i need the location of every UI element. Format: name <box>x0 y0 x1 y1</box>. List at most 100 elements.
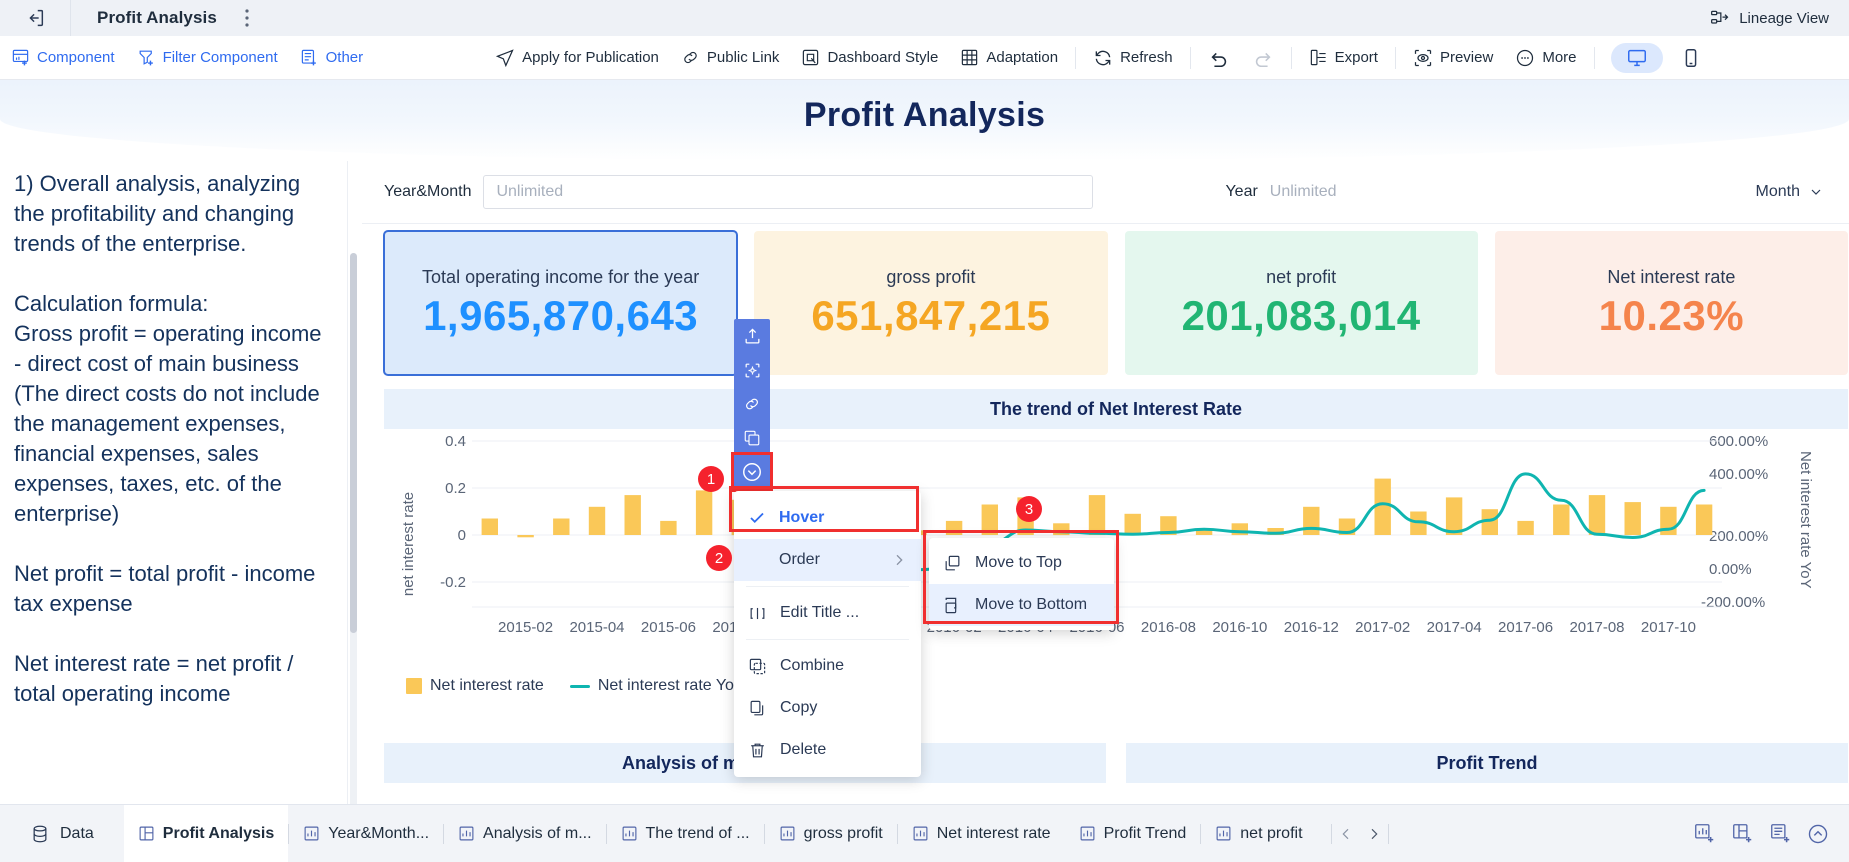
data-panel-button[interactable]: Data <box>0 805 124 862</box>
menu-item-move-to-bottom[interactable]: Move to Bottom <box>929 584 1114 626</box>
sheet-tab-gross-profit[interactable]: gross profit <box>765 805 897 862</box>
back-button[interactable] <box>0 0 70 36</box>
sheet-next-button[interactable] <box>1360 819 1388 849</box>
note-paragraph-2: Calculation formula: Gross profit = oper… <box>14 291 322 526</box>
dashboard-style-button[interactable]: Dashboard Style <box>790 36 949 80</box>
sheet-tab-profit-analysis[interactable]: Profit Analysis <box>123 804 289 862</box>
add-filter-icon <box>137 48 156 67</box>
other-button[interactable]: Other <box>289 36 375 80</box>
menu-item-hover[interactable]: Hover <box>734 497 921 539</box>
vertical-scrollbar[interactable] <box>350 253 357 862</box>
sheet-tab-divider <box>763 823 765 844</box>
legend-swatch-line <box>569 684 590 688</box>
publish-icon[interactable] <box>734 319 770 353</box>
kpi-card-net-profit[interactable]: net profit 201,083,014 <box>1124 231 1478 375</box>
kpi-label: Net interest rate <box>1607 266 1736 287</box>
chart-icon <box>458 825 475 842</box>
chevron-down-circle-icon[interactable] <box>731 452 773 492</box>
step-badge-1: 1 <box>698 466 724 492</box>
menu-item-combine[interactable]: Combine <box>734 645 921 687</box>
link-icon[interactable] <box>734 387 770 421</box>
style-icon <box>801 48 820 67</box>
legend-swatch-bar <box>406 678 422 694</box>
year-filter-input[interactable]: Unlimited <box>1269 175 1349 209</box>
sheet-tab-the-trend-of[interactable]: The trend of ... <box>607 805 764 862</box>
sheet-tab-profit-trend[interactable]: Profit Trend <box>1065 805 1201 862</box>
desktop-view-button[interactable] <box>1610 42 1663 73</box>
dashboard-title: Profit Analysis <box>803 96 1046 134</box>
more-button[interactable]: More <box>1504 36 1587 80</box>
undo-button[interactable] <box>1197 36 1241 80</box>
lineage-view-label: Lineage View <box>1739 9 1829 27</box>
menu-item-order[interactable]: Order <box>734 539 921 581</box>
sheet-tab-label: gross profit <box>803 824 883 842</box>
menu-item-label: Hover <box>779 509 825 526</box>
redo-button[interactable] <box>1241 36 1285 80</box>
legend-item-bar[interactable]: Net interest rate <box>406 677 544 695</box>
filter-bar: Year&Month Unlimited Year Unlimited Mont… <box>362 161 1849 224</box>
public-link-button[interactable]: Public Link <box>670 36 791 80</box>
kpi-card-net-interest-rate[interactable]: Net interest rate 10.23% <box>1494 231 1848 375</box>
preview-label: Preview <box>1439 49 1494 66</box>
lineage-view-button[interactable]: Lineage View <box>1710 8 1849 28</box>
sheet-tab-net-profit[interactable]: net profit <box>1201 805 1316 862</box>
sheet-tab-analysis-of-main[interactable]: Analysis of m... <box>444 805 605 862</box>
add-report-icon[interactable] <box>1763 817 1797 851</box>
component-action-strip <box>731 319 773 492</box>
year-month-filter-input[interactable]: Unlimited <box>483 175 1094 209</box>
more-label: More <box>1542 49 1577 66</box>
kpi-card-gross-profit[interactable]: gross profit 651,847,215 <box>754 231 1108 375</box>
menu-item-delete[interactable]: Delete <box>734 729 921 771</box>
menu-item-copy[interactable]: Copy <box>734 687 921 729</box>
adaptation-button[interactable]: Adaptation <box>949 36 1069 80</box>
toolbar-divider-2 <box>1189 46 1191 69</box>
legend-item-line[interactable]: Net interest rate YoY <box>569 677 745 695</box>
year-filter-label: Year <box>1225 183 1258 200</box>
chevron-right-icon <box>891 552 907 568</box>
x-tick: 2015-02 <box>498 619 554 636</box>
sheet-prev-button[interactable] <box>1332 819 1360 849</box>
sheet-tab-year-month[interactable]: Year&Month... <box>289 805 443 862</box>
menu-item-label: Order <box>779 551 820 568</box>
chart-icon <box>1215 825 1232 842</box>
mobile-view-button[interactable] <box>1665 43 1717 73</box>
collapse-circle-icon[interactable] <box>1801 817 1835 851</box>
export-button[interactable]: Export <box>1298 36 1389 80</box>
sheet-tab-label: net profit <box>1240 824 1303 842</box>
month-selector[interactable]: Month <box>1756 183 1828 201</box>
refresh-button[interactable]: Refresh <box>1082 36 1184 80</box>
title-bar: Profit Analysis Lineage View <box>0 0 1849 36</box>
vertical-dots-icon[interactable] <box>229 0 265 36</box>
kpi-label: Total operating income for the year <box>422 266 700 287</box>
sheet-tab-bar: Data Profit Analysis Year&Month... <box>0 804 1849 862</box>
chart-plot-area: net interest rate 0.4 0.2 0 -0.2 600.00%… <box>384 433 1848 667</box>
y-tick: 0.4 <box>445 433 466 450</box>
add-other-icon <box>300 48 319 67</box>
kpi-card-total-operating-income[interactable]: Total operating income for the year 1,96… <box>382 230 739 376</box>
filter-component-button[interactable]: Filter Component <box>126 36 289 80</box>
menu-item-move-to-top[interactable]: Move to Top <box>929 542 1114 584</box>
add-chart-icon[interactable] <box>1687 817 1721 851</box>
add-dashboard-icon[interactable] <box>1725 817 1759 851</box>
component-button[interactable]: Component <box>0 36 126 80</box>
y2-tick: 200.00% <box>1709 528 1769 545</box>
more-dots-circle-icon <box>1515 48 1535 68</box>
chart-icon <box>621 825 638 842</box>
preview-eye-icon <box>1413 48 1433 68</box>
apply-for-publication-button[interactable]: Apply for Publication <box>484 36 670 80</box>
legend-label: Net interest rate YoY <box>597 677 745 694</box>
copy-layers-icon[interactable] <box>734 421 770 455</box>
y2-tick: 600.00% <box>1709 433 1769 450</box>
y2-tick: 400.00% <box>1709 466 1769 483</box>
preview-button[interactable]: Preview <box>1402 36 1504 80</box>
card-profit-trend[interactable]: Profit Trend <box>1126 743 1848 783</box>
toolbar-divider-5 <box>1593 46 1595 69</box>
step-badge-3: 3 <box>1016 496 1042 522</box>
other-label: Other <box>325 49 364 66</box>
x-tick: 2017-04 <box>1426 619 1482 636</box>
sheet-tab-label: Net interest rate <box>936 824 1051 842</box>
menu-item-edit-title[interactable]: Edit Title ... <box>734 592 921 634</box>
sheet-tab-net-interest-rate[interactable]: Net interest rate <box>898 805 1065 862</box>
magic-fit-icon[interactable] <box>734 353 770 387</box>
